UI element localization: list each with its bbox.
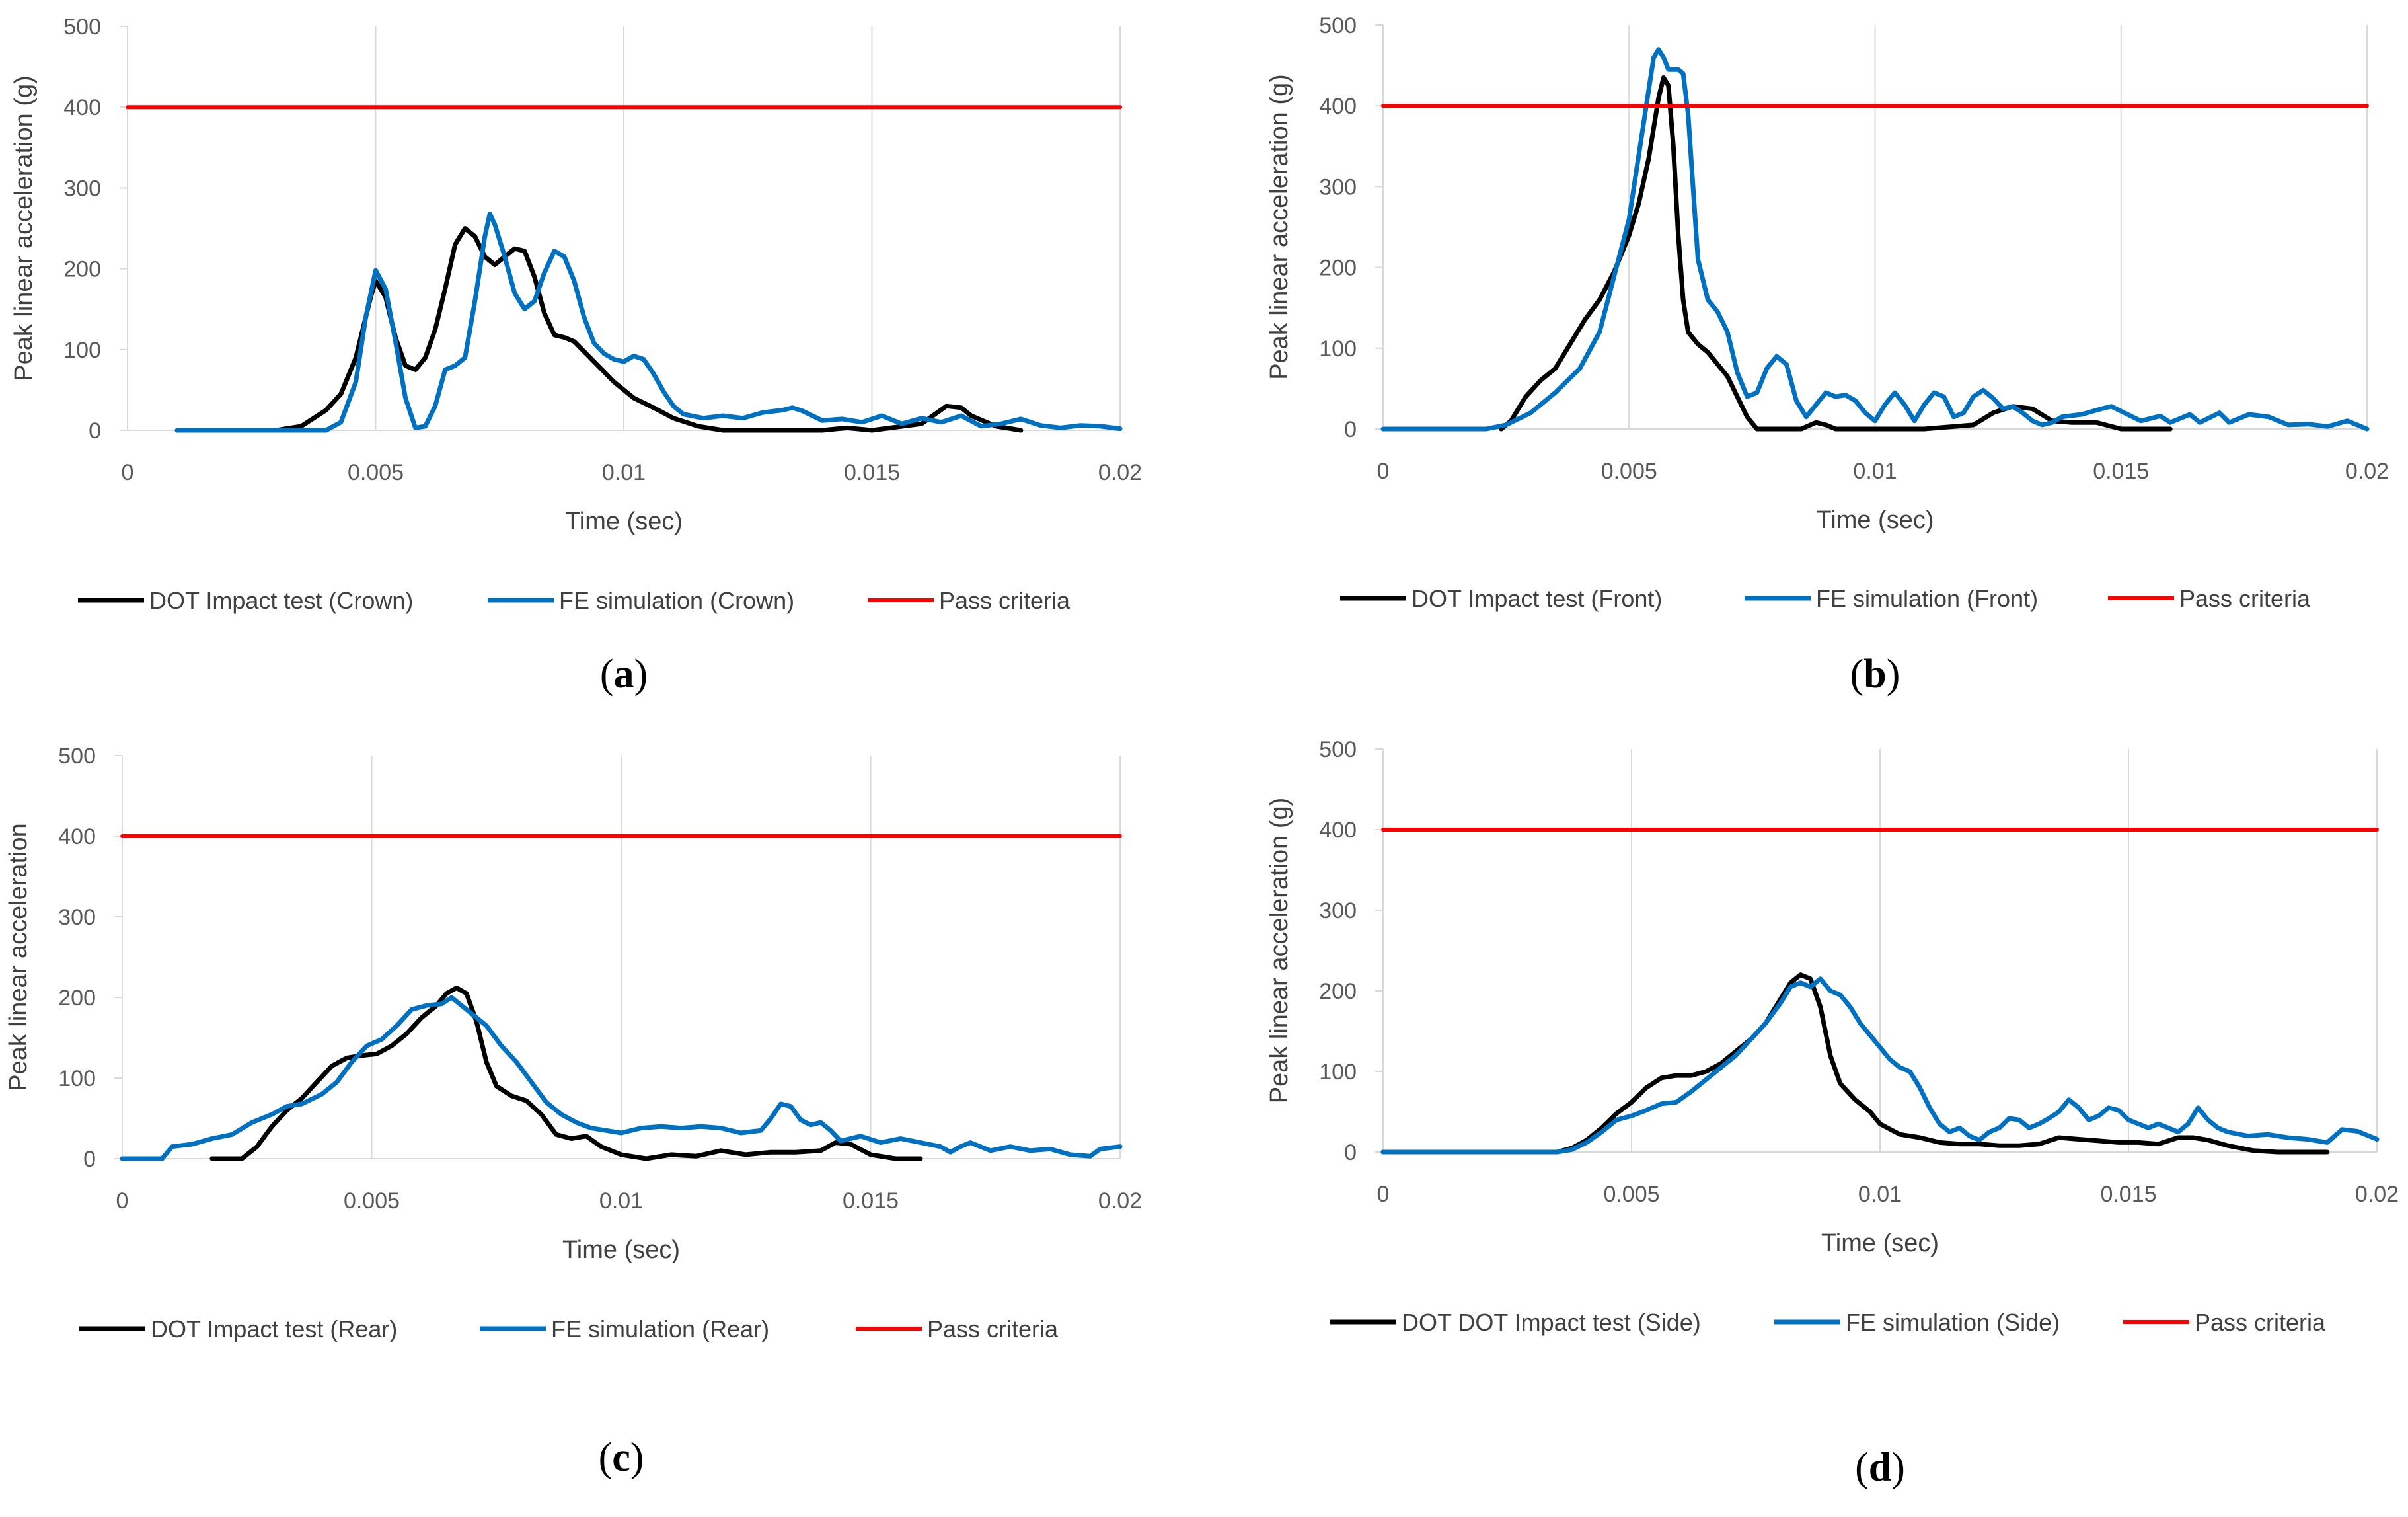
panel-label-open-paren: ( [1850,652,1864,697]
legend-label-dot-impact: DOT Impact test (Crown) [149,587,413,614]
y-tick-label: 500 [58,744,96,769]
x-tick-label: 0.02 [2345,459,2389,484]
panel-label-open-paren: ( [1855,1445,1869,1490]
y-tick-label: 0 [1344,417,1357,442]
legend-label-fe-simulation: FE simulation (Crown) [559,587,794,614]
x-tick-label: 0.005 [348,460,404,485]
y-tick-label: 200 [1319,256,1357,281]
y-axis-title: Peak linear acceleration (g) [1265,798,1293,1104]
legend-label-fe-simulation: FE simulation (Front) [1816,585,2038,612]
x-tick-label: 0 [1377,1182,1390,1207]
panel-c: 0 0.005 0.01 0.015 0.02 0 100 200 300 400 500 Time … [5,744,1142,1480]
legend-label-pass-criteria: Pass criteria [939,587,1071,614]
y-tick-label: 0 [89,418,101,444]
y-tick-label: 500 [1319,737,1357,762]
x-tick-label: 0 [1377,459,1390,484]
y-tick-label: 400 [63,95,101,120]
panel-label-letter: c [612,1435,630,1480]
x-tick-label: 0.01 [599,1188,643,1214]
panel-label-open-paren: ( [599,1435,613,1480]
legend-label-dot-impact: DOT Impact test (Rear) [151,1315,397,1342]
panel-a: 0 0.005 0.01 0.015 0.02 0 100 200 300 400 500 Time … [10,15,1142,697]
x-tick-label: 0.01 [1853,459,1897,484]
y-tick-label: 500 [63,15,101,40]
y-tick-label: 400 [58,824,96,849]
panel-label-letter: a [614,652,634,697]
y-tick-label: 100 [1319,1060,1357,1085]
legend-label-dot-impact: DOT DOT Impact test (Side) [1402,1309,1701,1336]
x-axis-title: Time (sec) [565,508,683,535]
series-line-fe-simulation [174,212,1123,433]
x-tick-label: 0.02 [1098,1188,1142,1214]
y-tick-label: 400 [1319,818,1357,843]
y-tick-label: 300 [63,176,101,201]
legend-label-fe-simulation: FE simulation (Side) [1846,1309,2060,1336]
panel-label: (a) [600,652,648,697]
x-tick-label: 0.005 [1601,459,1657,484]
x-axis-title: Time (sec) [1821,1229,1939,1257]
y-tick-label: 400 [1319,94,1357,119]
panel-label-close-paren: ) [630,1435,644,1480]
x-tick-label: 0 [116,1188,129,1214]
y-axis-title: Peak linear acceleration (g) [1265,74,1293,380]
x-tick-label: 0.015 [844,460,900,485]
panel-label: (b) [1850,652,1900,697]
panel-label-letter: b [1863,652,1886,697]
panel-label-close-paren: ) [1891,1445,1905,1490]
panel-b: 0 0.005 0.01 0.015 0.02 0 100 200 300 400 500 Time … [1265,13,2389,697]
series-line-dot-impact [1499,75,2173,432]
legend-label-pass-criteria: Pass criteria [927,1315,1059,1342]
x-tick-label: 0.02 [1098,460,1142,485]
series-line-fe-simulation [120,995,1123,1161]
panel-d: 0 0.005 0.01 0.015 0.02 0 100 200 300 400 500 Time … [1265,737,2399,1490]
series-line-fe-simulation [1380,976,2380,1155]
panel-label-open-paren: ( [600,652,614,697]
series-line-dot-impact [209,985,923,1161]
y-tick-label: 200 [1319,979,1357,1004]
x-tick-label: 0 [122,460,134,485]
x-tick-label: 0.015 [2093,459,2149,484]
panel-label-close-paren: ) [634,652,648,697]
y-tick-label: 100 [58,1066,96,1091]
y-tick-label: 200 [58,986,96,1011]
legend-label-fe-simulation: FE simulation (Rear) [551,1315,769,1342]
panel-label-close-paren: ) [1887,652,1900,697]
y-tick-label: 300 [58,905,96,930]
x-tick-label: 0.005 [344,1188,400,1214]
x-tick-label: 0.005 [1603,1182,1659,1207]
panel-label: (d) [1855,1445,1905,1490]
panel-label: (c) [599,1435,644,1480]
x-tick-label: 0.01 [602,460,646,485]
y-axis-title: Peak linear acceleration [5,823,32,1091]
x-axis-title: Time (sec) [1816,506,1934,534]
y-tick-label: 100 [63,338,101,363]
x-tick-label: 0.015 [843,1188,899,1214]
y-tick-label: 300 [1319,898,1357,923]
x-tick-label: 0.01 [1858,1182,1902,1207]
y-tick-label: 200 [63,257,101,282]
y-tick-label: 100 [1319,336,1357,362]
y-tick-label: 500 [1319,13,1357,38]
legend-label-pass-criteria: Pass criteria [2195,1309,2326,1336]
y-tick-label: 0 [83,1147,96,1172]
panel-label-letter: d [1869,1445,1891,1490]
legend-label-pass-criteria: Pass criteria [2179,585,2311,612]
series-line-dot-impact [1380,972,2330,1155]
legend-label-dot-impact: DOT Impact test (Front) [1411,585,1662,612]
y-tick-label: 0 [1344,1140,1357,1165]
series-line-dot-impact [174,226,1024,433]
x-tick-label: 0.02 [2355,1182,2399,1207]
x-tick-label: 0.015 [2100,1182,2156,1207]
series-line-fe-simulation [1380,47,2370,432]
x-axis-title: Time (sec) [562,1236,680,1264]
y-tick-label: 300 [1319,175,1357,200]
y-axis-title: Peak linear acceleration (g) [10,75,38,381]
